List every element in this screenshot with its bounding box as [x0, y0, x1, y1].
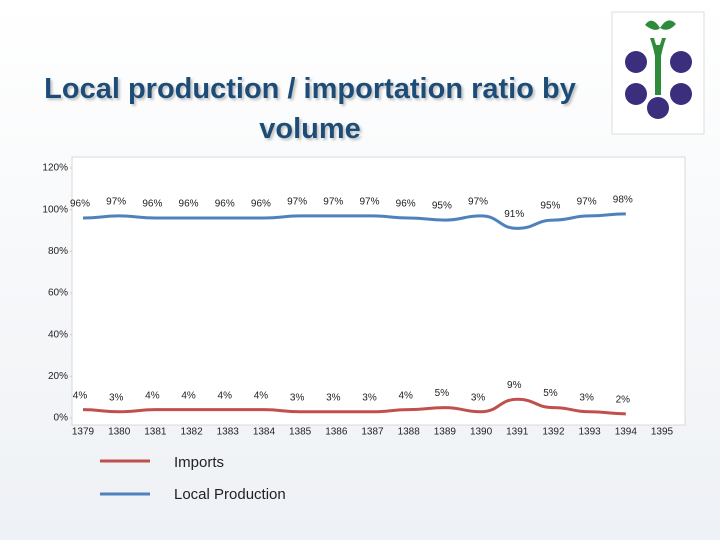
x-tick-label: 1390 [470, 427, 493, 438]
data-label: 91% [504, 209, 524, 220]
data-label: 5% [435, 388, 450, 399]
data-label: 97% [468, 197, 488, 208]
data-label: 4% [218, 390, 233, 401]
legend-label: Imports [174, 454, 224, 471]
data-label: 4% [181, 390, 196, 401]
series-line [82, 212, 626, 230]
x-tick-label: 1389 [434, 427, 457, 438]
data-label: 96% [70, 199, 90, 210]
x-tick-label: 1380 [108, 427, 131, 438]
data-label: 3% [109, 392, 124, 403]
x-tick-label: 1379 [72, 427, 95, 438]
x-tick-label: 1385 [289, 427, 312, 438]
x-tick-label: 1388 [398, 427, 421, 438]
data-label: 97% [359, 197, 379, 208]
data-label: 3% [579, 392, 594, 403]
data-label: 3% [290, 392, 305, 403]
data-label: 97% [106, 197, 126, 208]
y-tick-label: 40% [48, 329, 68, 340]
data-label: 4% [254, 390, 269, 401]
data-label: 3% [326, 392, 341, 403]
y-tick-label: 120% [42, 163, 68, 174]
chart-title: Local production / importation ratio by v… [44, 73, 576, 145]
data-label: 96% [215, 199, 235, 210]
data-label: 98% [613, 194, 633, 205]
x-tick-label: 1386 [325, 427, 348, 438]
x-tick-label: 1384 [253, 427, 276, 438]
data-label: 95% [540, 201, 560, 212]
y-tick-label: 100% [42, 204, 68, 215]
data-label: 2% [616, 394, 631, 405]
data-label: 96% [396, 199, 416, 210]
x-tick-label: 1392 [542, 427, 565, 438]
data-label: 95% [432, 201, 452, 212]
x-tick-label: 1383 [217, 427, 240, 438]
x-tick-label: 1395 [651, 427, 674, 438]
data-label: 5% [543, 388, 558, 399]
data-label: 96% [179, 199, 199, 210]
x-tick-label: 1382 [180, 427, 203, 438]
x-tick-label: 1393 [579, 427, 602, 438]
data-label: 96% [142, 199, 162, 210]
x-tick-label: 1387 [361, 427, 384, 438]
data-label: 3% [362, 392, 377, 403]
plot-area [71, 156, 686, 426]
data-label: 96% [251, 199, 271, 210]
x-tick-label: 1391 [506, 427, 529, 438]
y-tick-label: 80% [48, 246, 68, 257]
series-line [82, 397, 626, 416]
y-tick-label: 0% [54, 413, 69, 424]
data-label: 4% [145, 390, 160, 401]
data-label: 4% [398, 390, 413, 401]
y-tick-label: 60% [48, 288, 68, 299]
data-label: 97% [323, 197, 343, 208]
data-label: 3% [471, 392, 486, 403]
data-label: 9% [507, 380, 522, 391]
x-tick-label: 1394 [615, 427, 638, 438]
legend-label: Local Production [174, 486, 286, 503]
logo [611, 11, 705, 135]
x-tick-label: 1381 [144, 427, 167, 438]
data-label: 97% [577, 197, 597, 208]
data-label: 4% [73, 390, 88, 401]
y-tick-label: 20% [48, 371, 68, 382]
data-label: 97% [287, 197, 307, 208]
